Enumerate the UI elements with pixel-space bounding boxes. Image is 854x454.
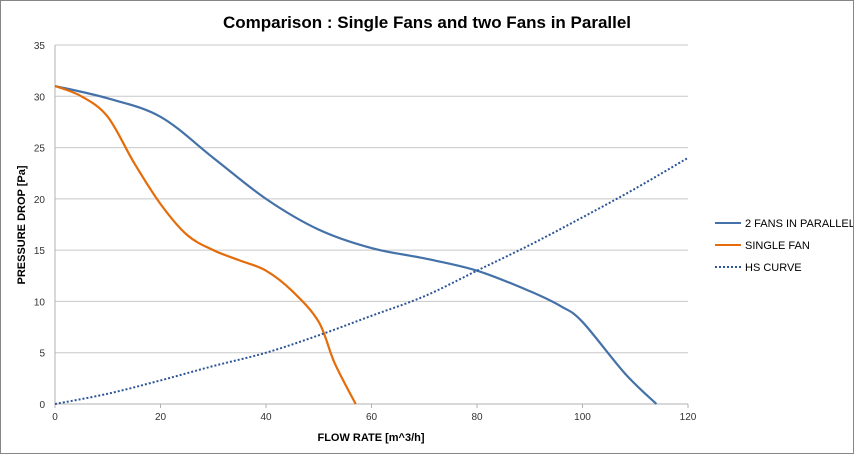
legend: 2 FANS IN PARALLEL SINGLE FAN HS CURVE (715, 218, 853, 274)
x-axis-label: FLOW RATE [m^3/h] (317, 432, 424, 444)
y-tick-label: 0 (39, 400, 45, 411)
x-tick-label: 100 (574, 412, 591, 423)
series-line-2-fans-in-parallel (54, 84, 658, 405)
x-tick-label: 60 (366, 412, 378, 423)
x-tick-label: 120 (680, 412, 697, 423)
y-tick-label: 30 (34, 92, 46, 103)
x-tick-label: 20 (155, 412, 167, 423)
series-line-single-fan (54, 84, 357, 405)
x-tick-label: 80 (471, 412, 483, 423)
y-tick-label: 20 (34, 195, 46, 206)
y-tick-label: 15 (34, 246, 46, 257)
y-tick-label: 5 (39, 349, 45, 360)
legend-label: SINGLE FAN (745, 240, 810, 252)
x-tick-label: 40 (260, 412, 272, 423)
series-line-hs-curve (54, 156, 689, 405)
legend-label: HS CURVE (745, 262, 802, 274)
y-tick-label: 10 (34, 297, 46, 308)
y-tick-label: 35 (34, 41, 46, 52)
legend-label: 2 FANS IN PARALLEL (745, 218, 853, 230)
y-axis-label: PRESSURE DROP [Pa] (16, 165, 28, 284)
y-tick-label: 25 (34, 144, 46, 155)
chart-title: Comparison : Single Fans and two Fans in… (223, 13, 631, 32)
x-tick-label: 0 (52, 412, 58, 423)
